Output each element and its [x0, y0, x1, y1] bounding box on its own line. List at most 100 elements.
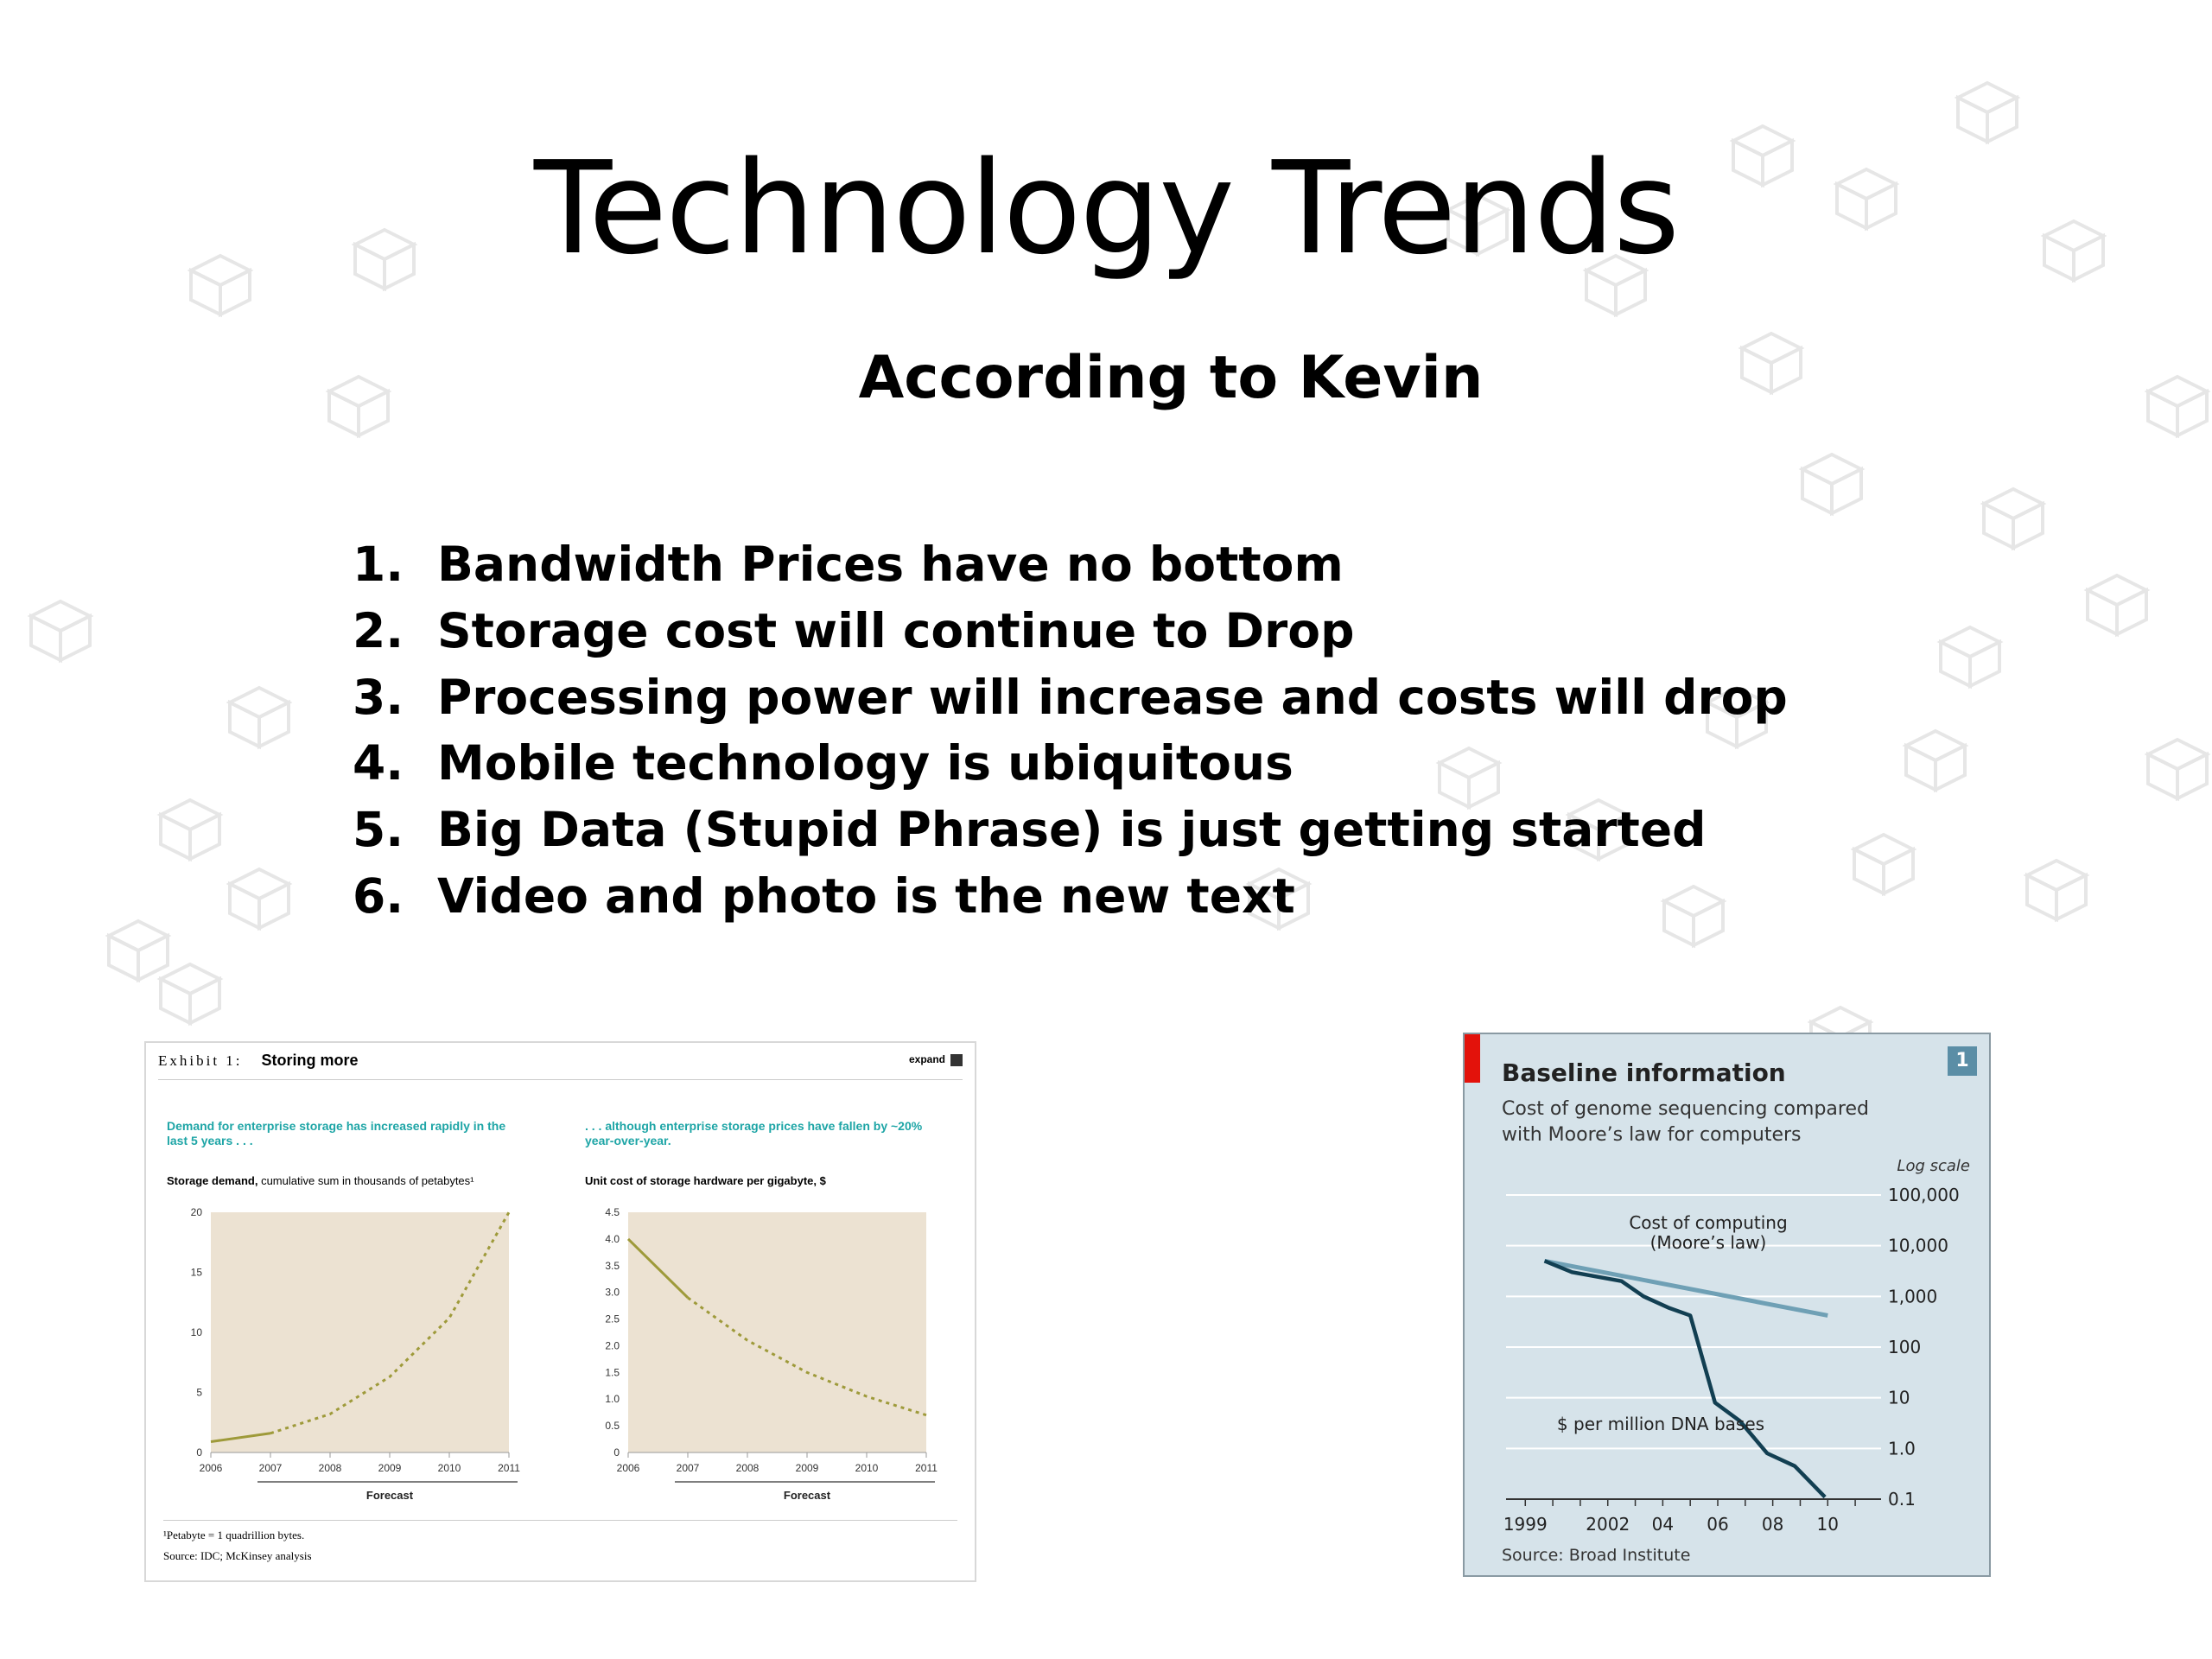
y-tick-label: 4.0	[605, 1233, 620, 1245]
cube-shape	[226, 867, 293, 901]
cube-shape	[2025, 872, 2058, 923]
cube-shape	[59, 613, 92, 664]
y-tick-label: 5	[196, 1387, 202, 1399]
y-tick-label: 0.1	[1888, 1489, 1916, 1510]
y-tick-label: 0.5	[605, 1420, 620, 1432]
list-item: 2. Storage cost will continue to Drop	[353, 598, 1788, 664]
divider	[158, 1079, 963, 1080]
y-tick-label: 100,000	[1888, 1185, 1960, 1205]
list-item: 5. Big Data (Stupid Phrase) is just getti…	[353, 797, 1788, 863]
brand-bar	[1465, 1034, 1480, 1083]
x-tick-label: 2007	[677, 1462, 700, 1474]
y-tick-label: 1,000	[1888, 1286, 1937, 1306]
list-text: Mobile technology is ubiquitous	[437, 735, 1294, 791]
list-text: Processing power will increase and costs…	[437, 669, 1788, 725]
chart-subtitle: Cost of genome sequencing compared with …	[1502, 1098, 1869, 1146]
cube-shape	[2023, 858, 2090, 893]
x-tick-label: 2010	[855, 1462, 879, 1474]
forecast-line	[270, 1211, 511, 1435]
y-tick-label: 3.0	[605, 1287, 620, 1299]
list-item: 6. Video and photo is the new text	[353, 863, 1788, 930]
cube-shape	[357, 388, 390, 439]
list-number: 1.	[353, 537, 404, 592]
list-number: 6.	[353, 868, 404, 924]
exhibit-footer: ¹Petabyte = 1 quadrillion bytes. Source:…	[163, 1525, 312, 1567]
cube-shape	[2086, 587, 2119, 638]
y-tick-label: 10	[191, 1326, 203, 1338]
y-tick-label: 0	[196, 1446, 202, 1459]
cube-shape	[137, 932, 169, 983]
exhibit-header: Exhibit 1: Storing more	[158, 1052, 359, 1070]
x-tick-label: 2009	[378, 1462, 402, 1474]
genome-cost-chart: Baseline information Cost of genome sequ…	[1463, 1033, 1991, 1577]
cube-shape	[226, 685, 293, 720]
cube-shape	[1904, 742, 1937, 793]
x-tick-label: 2008	[736, 1462, 760, 1474]
list-number: 5.	[353, 802, 404, 858]
cube-shape	[1597, 811, 1630, 862]
storage-exhibit: Exhibit 1: Storing more expand Demand for…	[144, 1041, 976, 1582]
cube-shape	[1476, 207, 1509, 257]
y-tick-label: 0	[613, 1446, 620, 1459]
right-caption: Unit cost of storage hardware per gigaby…	[585, 1174, 826, 1187]
cube-shape	[1980, 486, 2047, 521]
x-tick-label: 2008	[319, 1462, 342, 1474]
cube-shape	[1467, 760, 1500, 810]
cube-shape	[257, 880, 290, 931]
computing-cost-line	[1544, 1258, 1828, 1318]
cube-shape	[2176, 751, 2209, 802]
cube-shape	[1850, 832, 1917, 867]
y-tick-label: 15	[191, 1267, 203, 1279]
cube-shape	[2144, 737, 2211, 772]
left-caption-bold: Storage demand,	[167, 1174, 258, 1187]
cube-shape	[1882, 846, 1915, 897]
y-tick-label: 4.5	[605, 1206, 620, 1218]
divider	[163, 1520, 957, 1521]
cube-shape	[2055, 872, 2088, 923]
cube-shape	[1692, 898, 1725, 949]
cube-shape	[1735, 699, 1768, 750]
cube-shape	[27, 599, 94, 633]
cube-shape	[2176, 388, 2209, 439]
cube-shape	[257, 699, 290, 750]
cube-shape	[1982, 500, 2015, 551]
x-tick-label: 2006	[617, 1462, 640, 1474]
source-line: Source: IDC; McKinsey analysis	[163, 1549, 312, 1562]
slide-title: Technology Trends	[533, 134, 1680, 283]
cube-shape	[159, 811, 192, 862]
forecast-label: Forecast	[784, 1489, 831, 1502]
cube-shape	[29, 613, 62, 664]
cube-shape	[2115, 587, 2148, 638]
x-tick-label: 2010	[438, 1462, 461, 1474]
list-item: 3. Processing power will increase and cos…	[353, 664, 1788, 731]
y-tick-label: 10,000	[1888, 1236, 1948, 1256]
cube-shape	[1801, 466, 1834, 517]
series-label: $ per million DNA bases	[1557, 1414, 1764, 1434]
chart-number-badge: 1	[1948, 1046, 1977, 1076]
series-label: Cost of computing	[1629, 1212, 1787, 1233]
x-tick-label: 2011	[915, 1462, 938, 1474]
cube-shape	[156, 962, 224, 996]
cube-shape	[159, 976, 192, 1027]
actual-line	[626, 1237, 690, 1299]
list-text: Video and photo is the new text	[437, 868, 1295, 924]
cube-shape	[1770, 345, 1802, 396]
x-tick-label: 2006	[200, 1462, 223, 1474]
y-tick-label: 20	[191, 1206, 203, 1218]
cube-shape	[156, 798, 224, 832]
genome-cost-plot: Log scale 0.1 1.0 10 100 1,000 10,000 100,000 19…	[1503, 1157, 1970, 1535]
y-tick-label: 1.0	[1888, 1438, 1916, 1459]
y-tick-label: 2.0	[605, 1339, 620, 1351]
list-number: 3.	[353, 669, 404, 725]
expand-button[interactable]: expand	[909, 1053, 963, 1066]
cube-shape	[188, 811, 221, 862]
chart-title: Baseline information	[1502, 1058, 1786, 1087]
list-text: Storage cost will continue to Drop	[437, 602, 1355, 658]
cube-shape	[1939, 639, 1972, 690]
x-tick-label: 08	[1762, 1514, 1783, 1535]
x-tick-label: 06	[1707, 1514, 1728, 1535]
cube-shape	[1798, 452, 1866, 486]
x-tick-label: 10	[1817, 1514, 1839, 1535]
right-note: . . . although enterprise storage prices…	[585, 1119, 923, 1147]
